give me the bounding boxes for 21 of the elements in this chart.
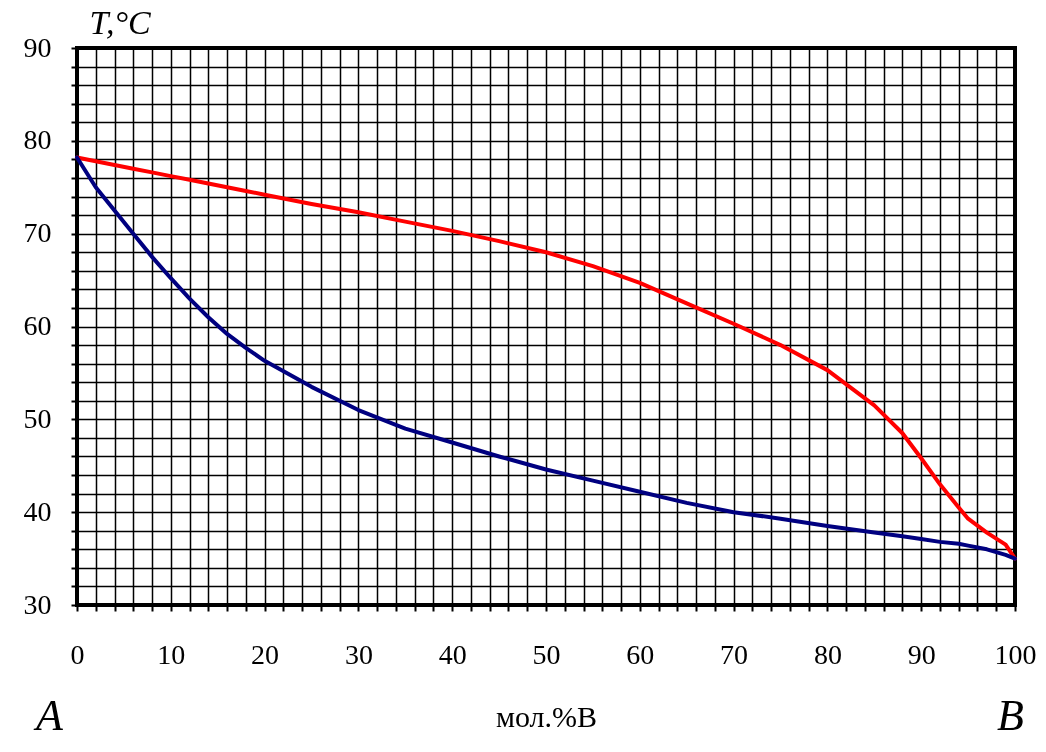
x-tick-label: 30 [344, 638, 373, 670]
x-tick-label: 100 [994, 638, 1037, 670]
x-tick-label: 40 [438, 638, 467, 670]
y-tick-label: 50 [23, 402, 52, 434]
y-tick-label: 30 [23, 588, 52, 620]
y-tick-label: 90 [23, 31, 52, 63]
x-tick-label: 90 [907, 638, 936, 670]
x-tick-label: 50 [532, 638, 561, 670]
text: B [997, 690, 1024, 741]
x-tick-label: 10 [157, 638, 186, 670]
x-tick-label: 80 [813, 638, 842, 670]
y-tick-label: 70 [23, 217, 52, 249]
x-axis-title: мол.%B [495, 699, 598, 733]
x-tick-label: 60 [626, 638, 655, 670]
y-axis-title: T,°C [89, 3, 151, 41]
y-tick-label: 60 [23, 310, 52, 341]
x-tick-label: 20 [251, 638, 280, 670]
y-tick-label: 40 [23, 495, 52, 527]
y-tick-label: 80 [23, 124, 52, 156]
x-tick-label: 0 [70, 638, 85, 670]
x-tick-label: 70 [720, 638, 749, 670]
